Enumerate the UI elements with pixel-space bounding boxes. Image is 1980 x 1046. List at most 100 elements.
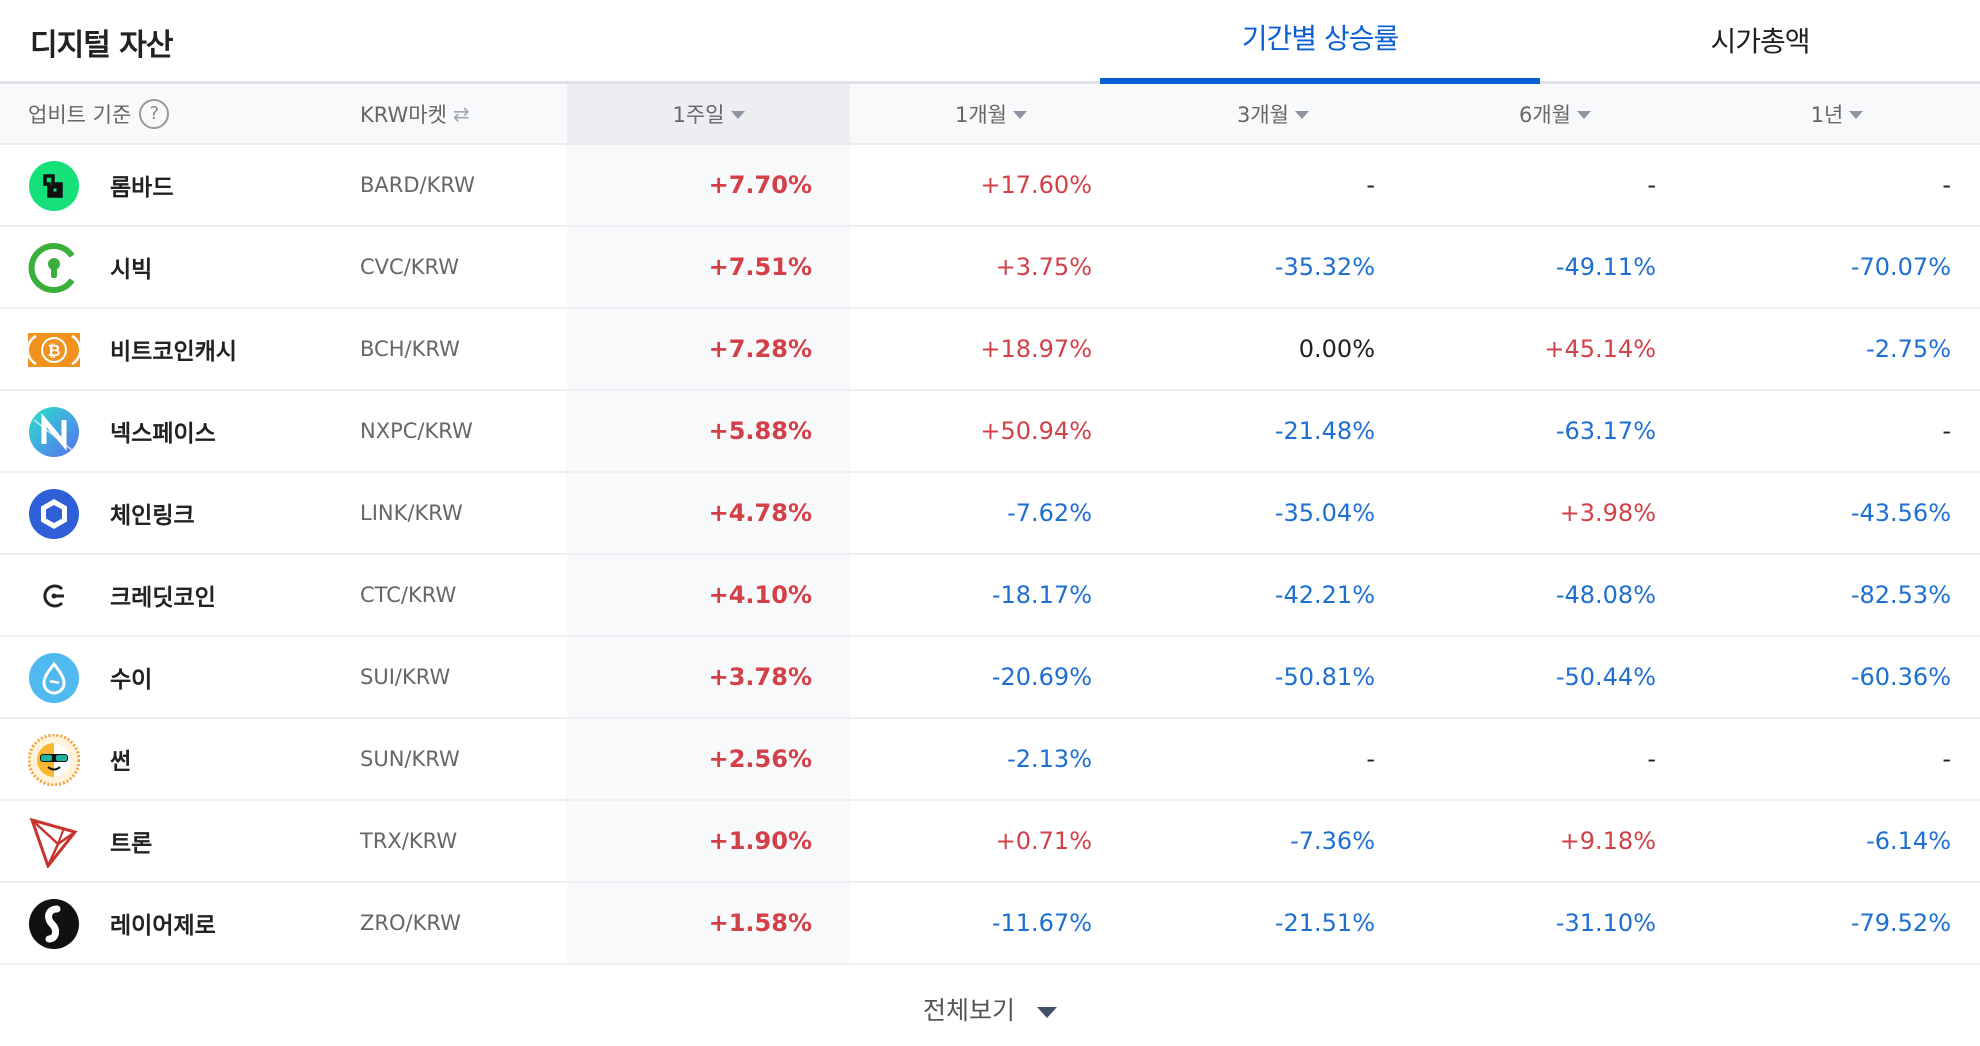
return-3month: -35.04% [1274,499,1375,527]
return-1week: +7.28% [708,335,812,363]
table-row[interactable]: 트론 TRX/KRW +1.90% +0.71% -7.36% +9.18% -… [0,801,1980,883]
table-row[interactable]: 크레딧코인 CTC/KRW +4.10% -18.17% -42.21% -48… [0,555,1980,637]
return-1year: -43.56% [1850,499,1951,527]
market-pair: TRX/KRW [360,829,458,853]
return-1week: +7.70% [708,171,812,199]
link-icon [28,488,80,540]
return-6month: - [1647,171,1656,199]
table-row[interactable]: 썬 SUN/KRW +2.56% -2.13% - - - [0,719,1980,801]
header-6month-label: 6개월 [1518,102,1571,127]
tab-period-returns[interactable]: 기간별 상승률 [1100,0,1540,84]
return-1week: +1.90% [708,827,812,855]
header-3month-label: 3개월 [1236,102,1289,127]
coin-name[interactable]: 수이 [110,667,153,693]
table-body: 롬바드 BARD/KRW +7.70% +17.60% - - - 시빅 CVC… [0,145,1980,965]
return-6month: -31.10% [1555,909,1656,937]
header-market-label: KRW마켓 [360,102,447,127]
sun-icon [27,733,81,787]
table-footer: 전체보기 [0,966,1980,1046]
return-3month: -21.48% [1274,417,1375,445]
table-row[interactable]: 체인링크 LINK/KRW +4.78% -7.62% -35.04% +3.9… [0,473,1980,555]
return-1year: - [1942,417,1951,445]
market-pair: SUN/KRW [360,747,460,771]
coin-name[interactable]: 체인링크 [110,503,195,529]
header-market[interactable]: KRW마켓 ⇄ [360,84,470,143]
header-1month[interactable]: 1개월 [850,84,1132,143]
coin-name[interactable]: 레이어제로 [110,913,216,939]
view-all-label: 전체보기 [922,996,1015,1025]
header-1month-label: 1개월 [954,102,1007,127]
cvc-icon [28,242,80,294]
coin-name[interactable]: 넥스페이스 [110,421,216,447]
trx-icon [28,816,80,870]
sort-caret-icon [1013,110,1027,119]
coin-name[interactable]: 비트코인캐시 [110,339,237,365]
return-3month: - [1366,171,1375,199]
return-1year: -82.53% [1850,581,1951,609]
swap-arrows-icon: ⇄ [452,101,470,126]
chevron-down-icon [1037,1006,1057,1018]
market-pair: LINK/KRW [360,501,463,525]
return-1month: +17.60% [980,171,1092,199]
return-1week: +5.88% [708,417,812,445]
header-basis-label: 업비트 기준 [28,102,132,127]
return-1week: +3.78% [708,663,812,691]
return-1month: -18.17% [991,581,1092,609]
table-row[interactable]: 넥스페이스 NXPC/KRW +5.88% +50.94% -21.48% -6… [0,391,1980,473]
header-3month[interactable]: 3개월 [1132,84,1414,143]
table-row[interactable]: 롬바드 BARD/KRW +7.70% +17.60% - - - [0,145,1980,227]
table-row[interactable]: 수이 SUI/KRW +3.78% -20.69% -50.81% -50.44… [0,637,1980,719]
return-1year: -6.14% [1866,827,1951,855]
table-row[interactable]: ₿ 비트코인캐시 BCH/KRW +7.28% +18.97% 0.00% +4… [0,309,1980,391]
page-title: 디지털 자산 [30,28,173,63]
help-icon[interactable]: ? [139,98,170,129]
return-6month: -63.17% [1555,417,1656,445]
bard-icon [28,160,80,212]
return-1month: +0.71% [995,827,1092,855]
sort-caret-icon [730,110,745,119]
view-all-button[interactable]: 전체보기 [923,985,1057,1027]
return-1month: -7.62% [1007,499,1092,527]
header-1week[interactable]: 1주일 [567,84,850,143]
return-6month: -48.08% [1555,581,1656,609]
table-row[interactable]: 시빅 CVC/KRW +7.51% +3.75% -35.32% -49.11%… [0,227,1980,309]
sort-caret-icon [1295,110,1309,119]
return-3month: -21.51% [1274,909,1375,937]
header-1year-label: 1년 [1810,102,1844,127]
bch-icon: ₿ [26,324,82,376]
market-pair: ZRO/KRW [360,911,461,935]
return-1year: -79.52% [1850,909,1951,937]
return-3month: -42.21% [1274,581,1375,609]
header-1year[interactable]: 1년 [1696,84,1978,143]
return-1month: +3.75% [995,253,1092,281]
coin-name[interactable]: 트론 [110,831,153,857]
return-1month: -2.13% [1007,745,1092,773]
sort-caret-icon [1849,110,1864,119]
nxpc-icon [28,406,80,458]
table-header: 업비트 기준 ? KRW마켓 ⇄ 1주일 1개월 3개월 6개월 1년 [0,84,1980,145]
coin-name[interactable]: 시빅 [110,257,153,283]
header-basis: 업비트 기준 ? [28,84,170,143]
coin-name[interactable]: 크레딧코인 [110,585,216,611]
coin-name[interactable]: 롬바드 [110,175,174,201]
return-1week: +4.78% [708,499,812,527]
table-row[interactable]: 레이어제로 ZRO/KRW +1.58% -11.67% -21.51% -31… [0,883,1980,965]
sorted-column-highlight [567,145,850,965]
return-1week: +1.58% [708,909,812,937]
coin-name[interactable]: 썬 [110,749,132,775]
tab-market-cap[interactable]: 시가총액 [1540,0,1980,84]
header-1week-label: 1주일 [672,102,725,127]
zro-icon [28,898,80,950]
market-pair: CVC/KRW [360,255,460,279]
header-6month[interactable]: 6개월 [1414,84,1696,143]
return-6month: +9.18% [1559,827,1656,855]
return-6month: - [1647,745,1656,773]
returns-table: 업비트 기준 ? KRW마켓 ⇄ 1주일 1개월 3개월 6개월 1년 [0,84,1980,965]
return-1month: -11.67% [991,909,1092,937]
market-pair: NXPC/KRW [360,419,473,443]
tab-label: 시가총액 [1710,25,1810,58]
return-3month: -50.81% [1274,663,1375,691]
return-1year: -60.36% [1850,663,1951,691]
return-1month: +50.94% [980,417,1092,445]
return-1year: -2.75% [1866,335,1951,363]
